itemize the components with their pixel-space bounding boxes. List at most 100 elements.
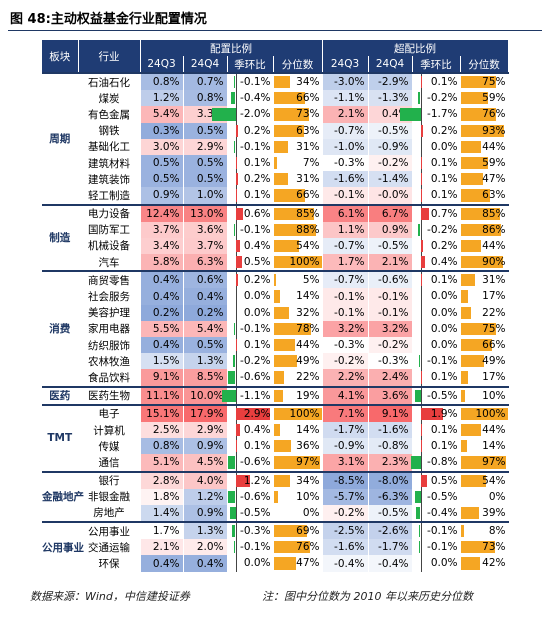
value-cell: 44% <box>460 237 509 255</box>
value-cell: 17.9% <box>183 403 228 422</box>
value-text: 2.9% <box>243 407 271 420</box>
cell-wrap: 0.0% <box>413 337 460 354</box>
change-bar <box>420 173 422 186</box>
industry-cell: 电力设备 <box>78 203 141 222</box>
value-cell: 6.3% <box>183 254 228 272</box>
center-line <box>235 454 237 471</box>
value-text: -0.8% <box>427 456 458 469</box>
cell-wrap: 0.0% <box>228 288 273 305</box>
center-line <box>420 387 422 404</box>
title: 图 48:主动权益基金行业配置情况 <box>10 12 207 27</box>
percentile-bar <box>460 541 495 554</box>
value-cell: -5.7% <box>322 488 369 505</box>
percentile-bar <box>460 557 481 570</box>
value-text: -0.4% <box>378 557 409 570</box>
value-cell: 3.6% <box>368 385 413 405</box>
value-cell: 100% <box>460 403 509 422</box>
value-cell: 0.0% <box>227 555 274 572</box>
value-cell: 2.9% <box>183 138 228 155</box>
value-cell: -0.1% <box>227 138 274 155</box>
value-cell: 100% <box>273 403 323 422</box>
value-text: 2.4% <box>381 371 409 384</box>
value-text: 1.1% <box>337 223 365 236</box>
percentile-bar <box>273 189 306 202</box>
value-cell: 0.4% <box>227 237 274 255</box>
center-line <box>235 555 237 572</box>
cell-wrap: 0.4% <box>228 421 273 439</box>
change-bar <box>229 506 236 520</box>
change-bar <box>420 207 429 220</box>
value-cell: 54% <box>460 470 509 489</box>
cell-wrap: 0.2% <box>228 272 273 289</box>
table-row: 基础化工 3.0% 2.9% -0.1% 31% -1.0% -0.9% 0.0% 44% <box>42 138 509 155</box>
value-text: 6.3% <box>196 256 224 269</box>
cell-wrap: 31% <box>460 272 508 288</box>
value-text: 0.5% <box>430 474 458 487</box>
value-text: 0.1% <box>430 189 458 202</box>
value-text: 0.5% <box>152 173 180 186</box>
cell-wrap: 78% <box>273 321 322 337</box>
value-text: -2.5% <box>334 525 365 538</box>
value-text: 3.2% <box>381 322 409 335</box>
table-row: 金融地产 银行 2.8% 4.0% 1.2% 34% -8.5% -8.0% 0.5% 54% <box>42 470 509 523</box>
industry-cell: 轻工制造 <box>78 187 141 205</box>
value-cell: 0.8% <box>140 438 184 455</box>
value-text: 0.6% <box>196 274 224 287</box>
value-text: 0.8% <box>152 440 180 453</box>
value-cell: -0.7% <box>322 270 369 289</box>
cell-wrap: 73% <box>460 539 508 555</box>
cell-wrap: 17% <box>460 369 508 385</box>
value-text: -0.5% <box>427 490 458 503</box>
value-cell: 1.4% <box>140 504 184 523</box>
value-text: 0.4% <box>152 557 180 570</box>
value-cell: 1.1% <box>322 221 369 238</box>
value-cell: 0.5% <box>140 171 184 188</box>
value-text: -2.0% <box>240 108 271 121</box>
value-text: -0.7% <box>334 124 365 137</box>
value-cell: -0.8% <box>410 454 461 472</box>
cell-wrap: 0.4% <box>413 254 460 271</box>
cell-wrap: 75% <box>460 74 508 90</box>
cell-wrap: 7% <box>273 155 322 171</box>
percentile-bar <box>460 274 476 287</box>
value-cell: 1.9% <box>412 403 461 422</box>
value-text: -0.1% <box>427 355 458 368</box>
value-cell: 17% <box>460 369 509 387</box>
value-text: 66% <box>296 92 320 105</box>
cell-wrap: -0.6% <box>228 369 273 386</box>
value-cell: 10% <box>273 488 323 505</box>
value-cell: 0.5% <box>183 337 228 354</box>
value-text: 0.0% <box>243 306 271 319</box>
percentile-bar <box>273 274 276 287</box>
industry-cell: 传媒 <box>78 438 141 455</box>
value-text: -0.1% <box>240 140 271 153</box>
percentile-bar <box>460 525 465 538</box>
value-text: 0.0% <box>243 557 271 570</box>
value-text: -1.7% <box>378 541 409 554</box>
value-cell: -0.1% <box>412 521 461 540</box>
value-cell: 75% <box>460 71 509 91</box>
value-text: 75% <box>482 76 506 88</box>
value-cell: -0.2% <box>322 504 369 523</box>
value-text: 0.7% <box>430 207 458 220</box>
source: 数据来源：Wind，中信建投证券 <box>30 590 190 603</box>
value-text: 1.0% <box>196 189 224 202</box>
cell-wrap: 0.2% <box>413 237 460 255</box>
table-row: 房地产 1.4% 0.9% -0.5% 0% -0.2% -0.5% -0.4% 39% <box>42 504 509 523</box>
table-row: 轻工制造 0.9% 1.0% 0.1% 66% -0.1% -0.0% 0.1% 63% <box>42 187 509 205</box>
center-line <box>420 353 422 370</box>
value-cell: -0.1% <box>227 320 274 337</box>
cell-wrap: 0.1% <box>413 272 460 289</box>
percentile-bar <box>460 239 482 253</box>
percentile-bar <box>273 541 310 554</box>
cell-wrap: 1.2% <box>228 472 273 489</box>
value-text: 63% <box>482 189 506 202</box>
change-bar <box>235 474 250 487</box>
value-text: 88% <box>296 223 320 236</box>
value-cell: 2.8% <box>140 470 184 489</box>
cell-wrap: 85% <box>273 206 322 222</box>
value-text: 93% <box>482 124 506 137</box>
value-text: 2.1% <box>381 256 409 269</box>
value-text: 3.6% <box>381 389 409 402</box>
